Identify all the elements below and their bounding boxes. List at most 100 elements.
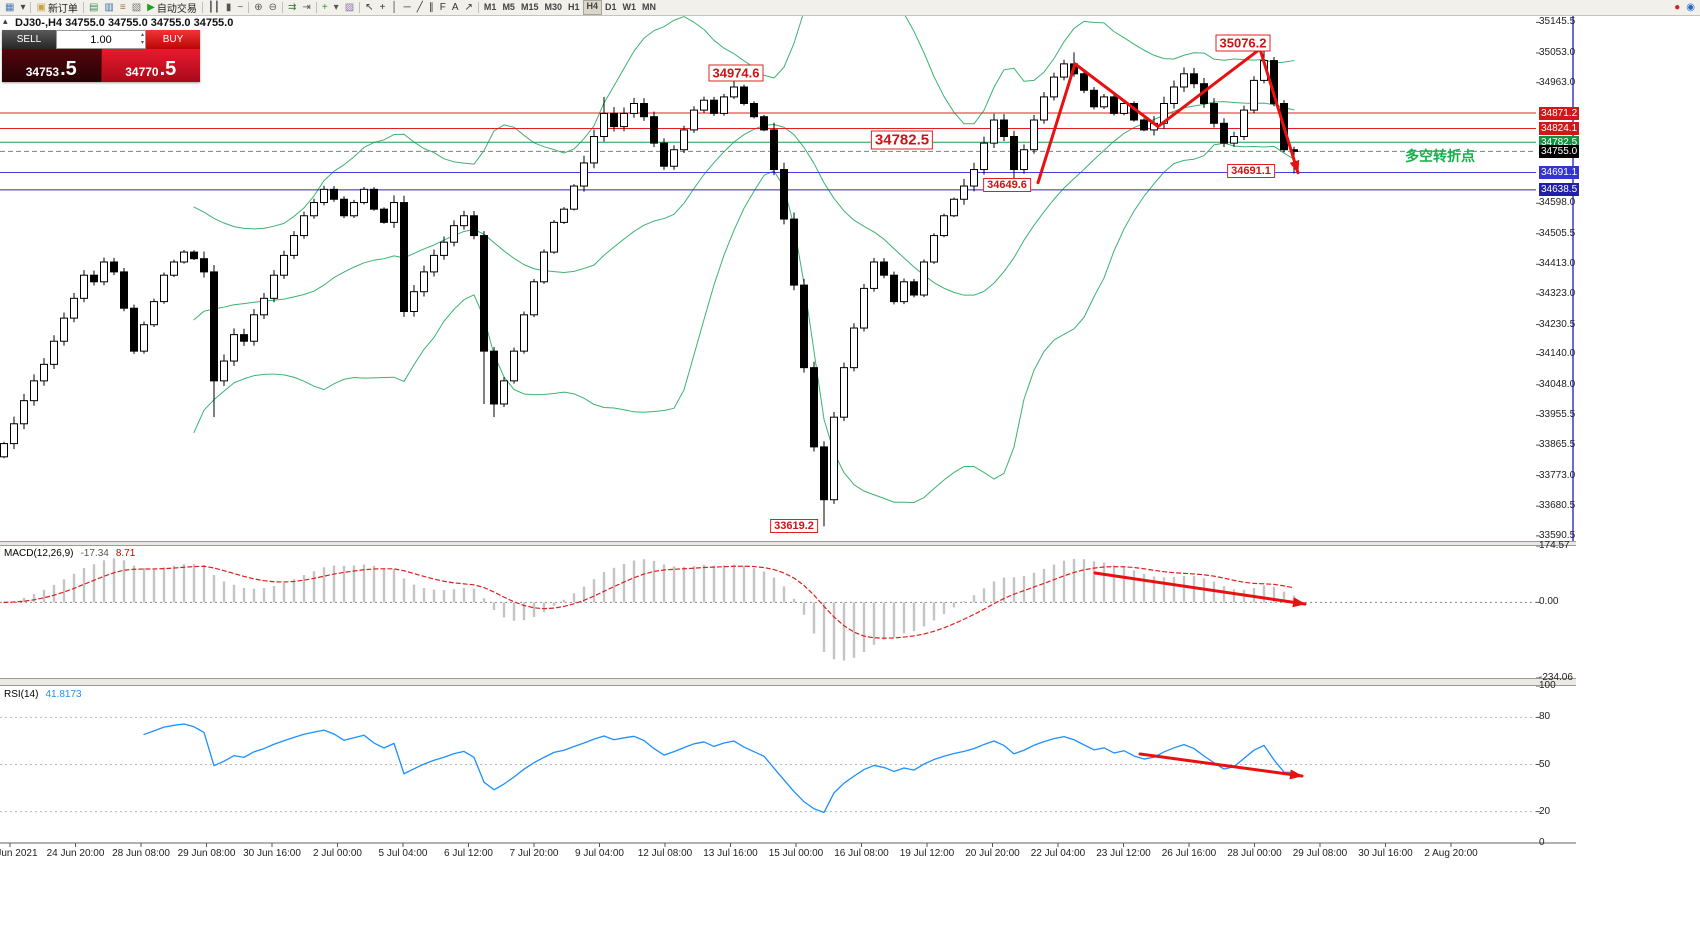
trendline-tool-icon[interactable]: ╱ [414,1,426,15]
timeframe-m5[interactable]: M5 [502,2,515,12]
rsi-panel-splitter[interactable] [0,678,1576,686]
periods-dropdown-icon: ▾ [333,1,339,13]
data-window-icon: ▥ [104,1,114,13]
timeframe-h4[interactable]: H4 [582,0,603,15]
volume-spinner[interactable]: ▴ ▾ [141,31,144,47]
market-watch-icon: ▤ [88,1,99,13]
fibonacci-tool-icon[interactable]: F [437,1,449,15]
macd-indicator [0,558,1536,661]
toolbar-separator [359,2,361,13]
bar-chart-mode-icon: ┃┃ [207,1,220,13]
zoom-out-icon: ⊖ [268,1,278,13]
timeframe-m30[interactable]: M30 [544,2,562,12]
indicators-icon[interactable]: + [319,1,331,15]
sell-button[interactable]: SELL [2,30,56,49]
vertical-line-tool-icon: │ [391,1,398,13]
macd-panel-splitter[interactable] [0,541,1576,546]
terminal-icon[interactable]: ▧ [129,1,144,15]
chart-dropdown-icon[interactable]: ▾ [17,1,28,15]
text-tool-icon[interactable]: A [449,1,462,15]
buy-button[interactable]: BUY [146,30,200,49]
trend-arrows[interactable] [1036,47,1307,780]
volume-value: 1.00 [90,33,112,46]
candlesticks [0,45,1298,527]
macd-label: MACD(12,26,9) [4,548,74,559]
timeframe-m15[interactable]: M15 [520,2,539,12]
periods-dropdown-icon[interactable]: ▾ [331,1,342,15]
toolbar-separator [248,2,250,13]
line-chart-mode-icon[interactable]: ~ [234,1,246,15]
trend-arrow-main[interactable] [1036,47,1300,185]
channel-tool-icon[interactable]: ∥ [426,1,437,15]
rsi-header: RSI(14) 41.8173 [4,689,82,700]
navigator-icon[interactable]: ≡ [117,1,129,15]
navigator-icon: ≡ [119,1,126,13]
new-order-button-label: 新订单 [47,4,78,15]
toolbar-separator [82,2,84,13]
community-icon[interactable]: ◉ [1683,1,1698,15]
new-chart-icon: ▦ [5,1,15,13]
auto-scroll-icon[interactable]: ⇉ [285,1,299,15]
volume-input[interactable]: 1.00 ▴ ▾ [56,30,146,49]
timeframe-m1[interactable]: M1 [483,2,497,12]
horizontal-line-tool-icon[interactable]: ─ [401,1,414,15]
symbol-ohlc-bar: DJ30-,H4 34755.0 34755.0 34755.0 34755.0 [15,17,234,29]
buy-price-fraction: .5 [159,58,177,80]
data-window-icon[interactable]: ▥ [101,1,116,15]
candlestick-mode-icon: ▮ [225,1,232,13]
auto-scroll-icon: ⇉ [288,1,297,13]
text-tool-icon: A [451,1,459,13]
spinner-up-icon[interactable]: ▴ [140,32,144,38]
new-chart-icon[interactable]: ▦ [2,1,17,15]
terminal-icon: ▧ [131,1,142,13]
cursor-tool-icon[interactable]: ↖ [362,1,376,15]
vertical-line-tool-icon[interactable]: │ [388,1,400,15]
spinner-down-icon[interactable]: ▾ [140,40,144,46]
candlestick-mode-icon[interactable]: ▮ [223,1,235,15]
arrows-tool-icon[interactable]: ↗ [462,1,476,15]
rsi-value: 41.8173 [45,689,82,700]
zoom-in-icon[interactable]: ⊕ [251,1,265,15]
timeframe-h1[interactable]: H1 [567,2,580,12]
market-watch-icon[interactable]: ▤ [86,1,101,15]
chart-shift-icon[interactable]: ⇥ [299,1,313,15]
rsi-indicator [0,716,1536,814]
record-icon: ● [1674,1,1681,13]
macd-header: MACD(12,26,9) -17.34 8.71 [4,548,135,559]
arrows-tool-icon: ↗ [464,1,473,13]
fibonacci-tool-icon: F [439,1,446,13]
record-icon[interactable]: ● [1671,1,1683,15]
sell-price[interactable]: 34753.5 [2,49,102,82]
horizontal-line-tool-icon: ─ [403,1,411,13]
buy-price[interactable]: 34770.5 [101,49,200,82]
auto-trading-button-label: 自动交易 [156,4,197,15]
chart-dropdown-icon: ▾ [20,1,26,13]
crosshair-tool-icon: + [379,1,386,13]
auto-trading-button[interactable]: ▶ 自动交易 [144,1,200,16]
zoom-out-icon[interactable]: ⊖ [266,1,280,15]
buy-price-main: 34770 [125,65,159,79]
one-click-collapse-icon[interactable]: ▴ [3,16,8,26]
macd-main-value: -17.34 [80,548,109,559]
momentum-arrow-rsi[interactable] [1138,752,1304,780]
toolbar-separator [315,2,317,13]
toolbar-separator [201,2,203,13]
channel-tool-icon: ∥ [428,1,434,13]
line-chart-mode-icon: ~ [237,1,244,13]
sell-price-main: 34753 [25,65,60,79]
templates-icon: ▨ [344,1,355,13]
crosshair-tool-icon[interactable]: + [377,1,389,15]
timeframe-d1[interactable]: D1 [605,2,617,12]
momentum-arrow-macd[interactable] [1093,571,1307,608]
main-toolbar: ▦ ▾ ▣ 新订单 ▤ ▥ ≡ ▧ ▶ 自动交易 ┃┃ ▮ ~ ⊕ ⊖ ⇉ ⇥ + ▾ ▨ ↖ + │ ─ ╱ ∥ F A ↗ M1 M5 M… [0,0,1700,16]
new-order-button[interactable]: ▣ 新订单 [33,1,80,16]
timeframe-w1[interactable]: W1 [622,2,637,12]
timeframe-mn[interactable]: MN [642,2,657,12]
bar-chart-mode-icon[interactable]: ┃┃ [205,1,223,15]
bollinger-bands [193,0,1295,503]
chart-shift-icon: ⇥ [302,1,311,13]
auto-trading-button: ▶ [147,1,155,13]
templates-icon[interactable]: ▨ [342,1,357,15]
